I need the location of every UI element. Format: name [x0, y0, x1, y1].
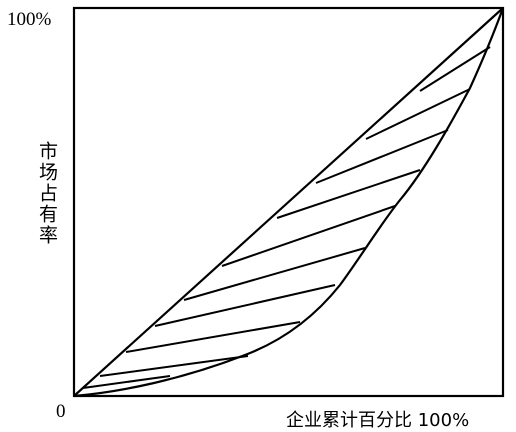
hatch-line: [315, 129, 449, 184]
hatched-area: [82, 46, 491, 389]
x-axis-label: 企业累计百分比 100%: [286, 410, 469, 431]
hatch-line: [183, 247, 366, 301]
hatch-line: [221, 205, 396, 267]
y-axis-label: 市场占有率: [36, 141, 58, 246]
origin-label: 0: [56, 401, 66, 422]
hatch-line: [99, 355, 249, 377]
hatch-line: [125, 321, 301, 353]
hatch-line: [276, 169, 421, 219]
hatch-line: [365, 88, 471, 140]
hatch-line: [82, 375, 171, 389]
concentration-curve: [73, 7, 505, 398]
y-max-label: 100%: [7, 9, 52, 30]
equality-diagonal: [73, 7, 504, 397]
hatch-line: [419, 46, 491, 92]
plot-frame: [72, 6, 505, 398]
hatch-line: [154, 284, 336, 327]
